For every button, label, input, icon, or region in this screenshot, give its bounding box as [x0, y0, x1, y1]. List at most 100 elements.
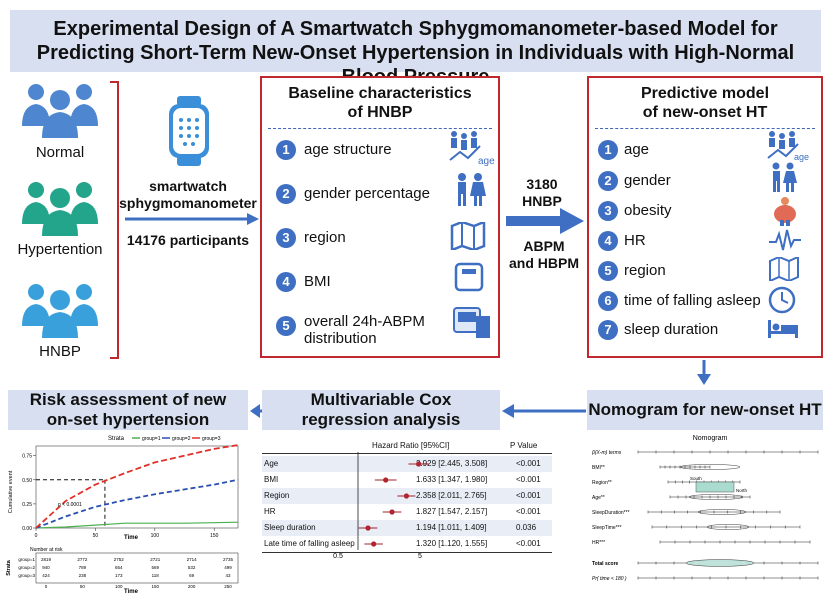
- cox-marks: [358, 461, 429, 547]
- flow-method: ABPM and HBPM: [506, 238, 582, 272]
- cox-hr: 2.358 [2.011, 2.765]: [416, 491, 487, 500]
- predictive-number-2: 2: [598, 171, 618, 191]
- age-icon: age: [449, 131, 495, 166]
- nomogram-row-label: SleepDuration***: [592, 510, 630, 516]
- km-ytick-label: 0.75: [22, 454, 32, 460]
- cox-var: Late time of falling asleep: [264, 539, 355, 548]
- nomogram-region-box: [695, 481, 735, 493]
- cox-title-line1: Multivariable Cox: [310, 390, 452, 409]
- baseline-item-gender: gender percentage: [304, 185, 430, 202]
- risk-cell: 2735: [223, 557, 234, 562]
- nomogram-density: [697, 509, 747, 515]
- smartwatch-icon: [169, 96, 209, 166]
- nomogram-row-label: HR***: [592, 540, 605, 546]
- map-icon: [450, 222, 486, 250]
- baseline-item-age-structure: age structure: [304, 141, 392, 158]
- predictive-item-region: region: [624, 262, 666, 279]
- risk-cell: 43: [225, 573, 231, 578]
- risk-xtick-label: 100: [115, 584, 123, 589]
- cox-row: Late time of falling asleep 1.320 [1.120,…: [262, 536, 552, 552]
- baseline-item-region: region: [304, 229, 346, 246]
- predictive-divider: [595, 128, 815, 129]
- age-icon-label: age: [794, 152, 809, 162]
- nomogram-density: [706, 524, 750, 530]
- risk-row-label: group=2: [18, 565, 35, 570]
- risk-cell: 173: [115, 573, 123, 578]
- nomogram-row-label: SleepTime***: [592, 525, 622, 531]
- cox-hr: 1.320 [1.120, 1.555]: [416, 539, 488, 548]
- km-xlabel: Time: [124, 535, 139, 541]
- cox-point: [365, 525, 371, 531]
- hypertension-people-icon: [22, 182, 98, 236]
- risk-cell: 424: [42, 573, 50, 578]
- down-arrow: [697, 360, 711, 385]
- device-label-line1: smartwatch: [149, 178, 227, 194]
- participants-label: 14176 participants: [126, 232, 250, 248]
- nomogram-row-label: Pr( time < 180 ): [592, 576, 627, 582]
- cox-var: Region: [264, 491, 290, 500]
- nomogram-row-label: Age**: [592, 495, 605, 501]
- heart-rate-icon: [769, 229, 801, 251]
- left-arrow-1: [502, 404, 586, 418]
- baseline-item-abpm-line2: distribution: [304, 330, 377, 347]
- obesity-icon: [774, 197, 796, 226]
- nomogram-region-south: South: [690, 476, 702, 481]
- risk-table-title: Number at risk: [30, 547, 63, 553]
- cox-title-line2: regression analysis: [301, 410, 461, 429]
- baseline-item-bmi: BMI: [304, 273, 331, 290]
- cox-forest: 0.5 5: [333, 452, 429, 560]
- nomogram-row-label: Total score: [592, 561, 619, 567]
- predictive-item-gender: gender: [624, 172, 671, 189]
- km-line-group-2: [35, 478, 239, 529]
- baseline-title-line2: of HNBP: [347, 104, 413, 121]
- flow-hbpm: and HBPM: [509, 255, 579, 271]
- cox-p: <0.001: [516, 539, 541, 548]
- cox-hr: 2.929 [2.445, 3.508]: [416, 459, 488, 468]
- nomogram-title: Nomogram for new-onset HT: [587, 390, 823, 430]
- risk-xtick-label: 0: [45, 584, 48, 589]
- km-xtick-label: 50: [93, 533, 99, 539]
- km-plot-title: Strata: [108, 436, 125, 442]
- risk-row-label: group=1: [18, 557, 35, 562]
- cox-point: [383, 477, 389, 483]
- predictive-item-sleep-duration: sleep duration: [624, 321, 719, 338]
- km-legend-group3: group=3: [202, 436, 221, 442]
- risk-cell: 532: [188, 565, 196, 570]
- group-label-normal: Normal: [35, 144, 85, 161]
- nomogram-total-density: [685, 559, 755, 567]
- age-icon: age: [767, 131, 809, 162]
- normal-people-icon: [22, 84, 98, 138]
- flow-arrow: [506, 208, 584, 234]
- cox-header-p: P Value: [510, 441, 538, 450]
- cox-axis-tick-5: 5: [418, 553, 422, 560]
- group-label-hnbp: HNBP: [39, 343, 81, 360]
- baseline-title: Baseline characteristics of HNBP: [262, 84, 498, 122]
- cox-point: [403, 493, 410, 499]
- baseline-number-1: 1: [276, 140, 296, 160]
- hnbp-people-icon: [22, 284, 98, 338]
- cox-row: HR 1.827 [1.547, 2.157] <0.001: [262, 504, 552, 520]
- cox-header-hr: Hazard Ratio [95%CI]: [372, 441, 450, 450]
- flow-count-number: 3180: [526, 176, 558, 192]
- nomogram-row-label: BMI**: [592, 465, 605, 471]
- risk-cell: 940: [42, 565, 50, 570]
- baseline-title-line1: Baseline characteristics: [288, 85, 472, 102]
- risk-cell: 2721: [150, 557, 161, 562]
- cox-point: [389, 509, 395, 515]
- km-xtick-label: 150: [210, 533, 219, 539]
- nomogram-row-label: β(X-m) terms: [591, 450, 622, 456]
- km-plot: Strata group=1 group=2 group=3 Cumulativ…: [6, 436, 239, 595]
- risk-title: Risk assessment of new on-set hypertensi…: [8, 390, 248, 430]
- risk-cell: 2772: [77, 557, 88, 562]
- risk-table: group=1 2819 2772 2752 2721 2714 2735 group=2 94…: [18, 552, 239, 589]
- cox-point: [416, 461, 422, 467]
- baseline-item-abpm-line1: overall 24h-ABPM: [304, 313, 425, 330]
- cox-row: Sleep duration 1.194 [1.011, 1.409] 0.036: [262, 520, 552, 536]
- monitor-icon: [453, 307, 490, 338]
- risk-cell: 789: [79, 565, 87, 570]
- risk-cell: 2819: [41, 557, 52, 562]
- predictive-number-5: 5: [598, 261, 618, 281]
- risk-xtick-label: 50: [80, 584, 86, 589]
- risk-cell: 69: [189, 573, 195, 578]
- device-label-line2: sphygmomanometer: [119, 195, 257, 211]
